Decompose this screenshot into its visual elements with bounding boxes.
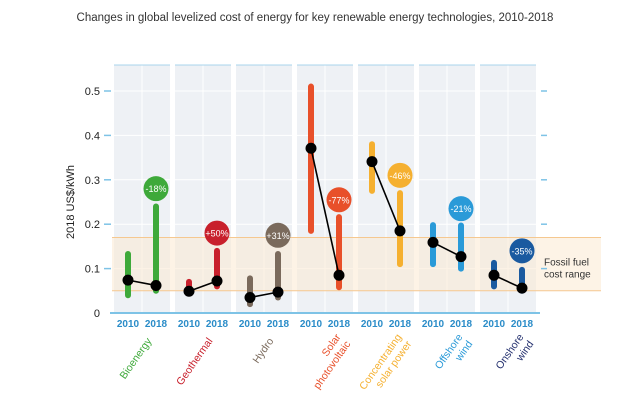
category-label: Bioenergy xyxy=(118,335,155,381)
weighted-average-dot-2018 xyxy=(272,286,284,298)
x-tick-label-2018: 2018 xyxy=(389,319,412,330)
change-badge-label: -46% xyxy=(389,171,410,181)
change-badge-label: +50% xyxy=(205,229,228,239)
x-tick-label-2010: 2010 xyxy=(361,319,384,330)
y-tick-label: 0.1 xyxy=(85,264,100,276)
change-badge xyxy=(387,162,413,188)
x-tick-label-2018: 2018 xyxy=(145,319,168,330)
change-badge xyxy=(265,222,291,248)
weighted-average-dot-2010 xyxy=(244,291,256,303)
change-badge xyxy=(448,196,474,222)
fossil-range-label: cost range xyxy=(544,270,591,281)
x-tick-label-2010: 2010 xyxy=(483,319,506,330)
x-tick-label-2018: 2018 xyxy=(267,319,290,330)
change-badge xyxy=(509,238,535,264)
change-line xyxy=(310,148,340,276)
y-axis-label: 2018 US$/kWh xyxy=(65,165,77,239)
change-badge-label: +31% xyxy=(266,231,289,241)
weighted-average-dot-2018 xyxy=(150,279,162,291)
weighted-average-dot-2018 xyxy=(394,225,406,237)
weighted-average-dot-2010 xyxy=(122,274,134,286)
x-tick-label-2010: 2010 xyxy=(422,319,445,330)
category-label-line: Bioenergy xyxy=(118,335,155,381)
x-tick-label-2018: 2018 xyxy=(450,319,473,330)
x-tick-label-2010: 2010 xyxy=(239,319,262,330)
fossil-range-label: Fossil fuel xyxy=(544,258,589,269)
category-label-line: Geothermal xyxy=(174,336,215,388)
change-badge-label: -21% xyxy=(450,204,471,214)
weighted-average-dot-2018 xyxy=(211,275,223,287)
x-tick-label-2018: 2018 xyxy=(511,319,534,330)
category-label: Offshorewind xyxy=(433,332,476,379)
x-tick-label-2010: 2010 xyxy=(300,319,323,330)
change-badge-label: -77% xyxy=(328,195,349,205)
category-label: Hydro xyxy=(251,336,277,366)
category-label-line: Hydro xyxy=(251,336,277,366)
change-badge xyxy=(326,187,352,213)
x-tick-label-2010: 2010 xyxy=(178,319,201,330)
change-badge xyxy=(143,176,169,202)
weighted-average-dot-2010 xyxy=(183,285,195,297)
y-tick-label: 0.4 xyxy=(85,130,100,142)
weighted-average-dot-2018 xyxy=(516,282,528,294)
y-tick-label: 0.3 xyxy=(85,175,100,187)
weighted-average-dot-2010 xyxy=(305,142,317,154)
y-tick-label: 0 xyxy=(94,308,100,320)
x-tick-label-2018: 2018 xyxy=(328,319,351,330)
weighted-average-dot-2018 xyxy=(333,269,345,281)
x-tick-label-2018: 2018 xyxy=(206,319,229,330)
change-badge-label: -35% xyxy=(511,246,532,256)
weighted-average-dot-2010 xyxy=(488,269,500,281)
weighted-average-dot-2018 xyxy=(455,251,467,263)
y-tick-label: 0.2 xyxy=(85,219,100,231)
chart-title: Changes in global levelized cost of ener… xyxy=(76,12,554,24)
x-tick-label-2010: 2010 xyxy=(117,319,140,330)
y-tick-label: 0.5 xyxy=(85,86,100,98)
weighted-average-dot-2010 xyxy=(427,236,439,248)
change-badge-label: -18% xyxy=(145,184,166,194)
category-label: Onshorewind xyxy=(494,332,537,379)
category-label: Concentratingsolar power xyxy=(357,331,414,399)
change-badge xyxy=(204,220,230,246)
weighted-average-dot-2010 xyxy=(366,156,378,168)
category-label: Geothermal xyxy=(174,336,215,388)
category-label: Solarphotovoltaic xyxy=(301,331,353,391)
change-line xyxy=(371,161,401,232)
